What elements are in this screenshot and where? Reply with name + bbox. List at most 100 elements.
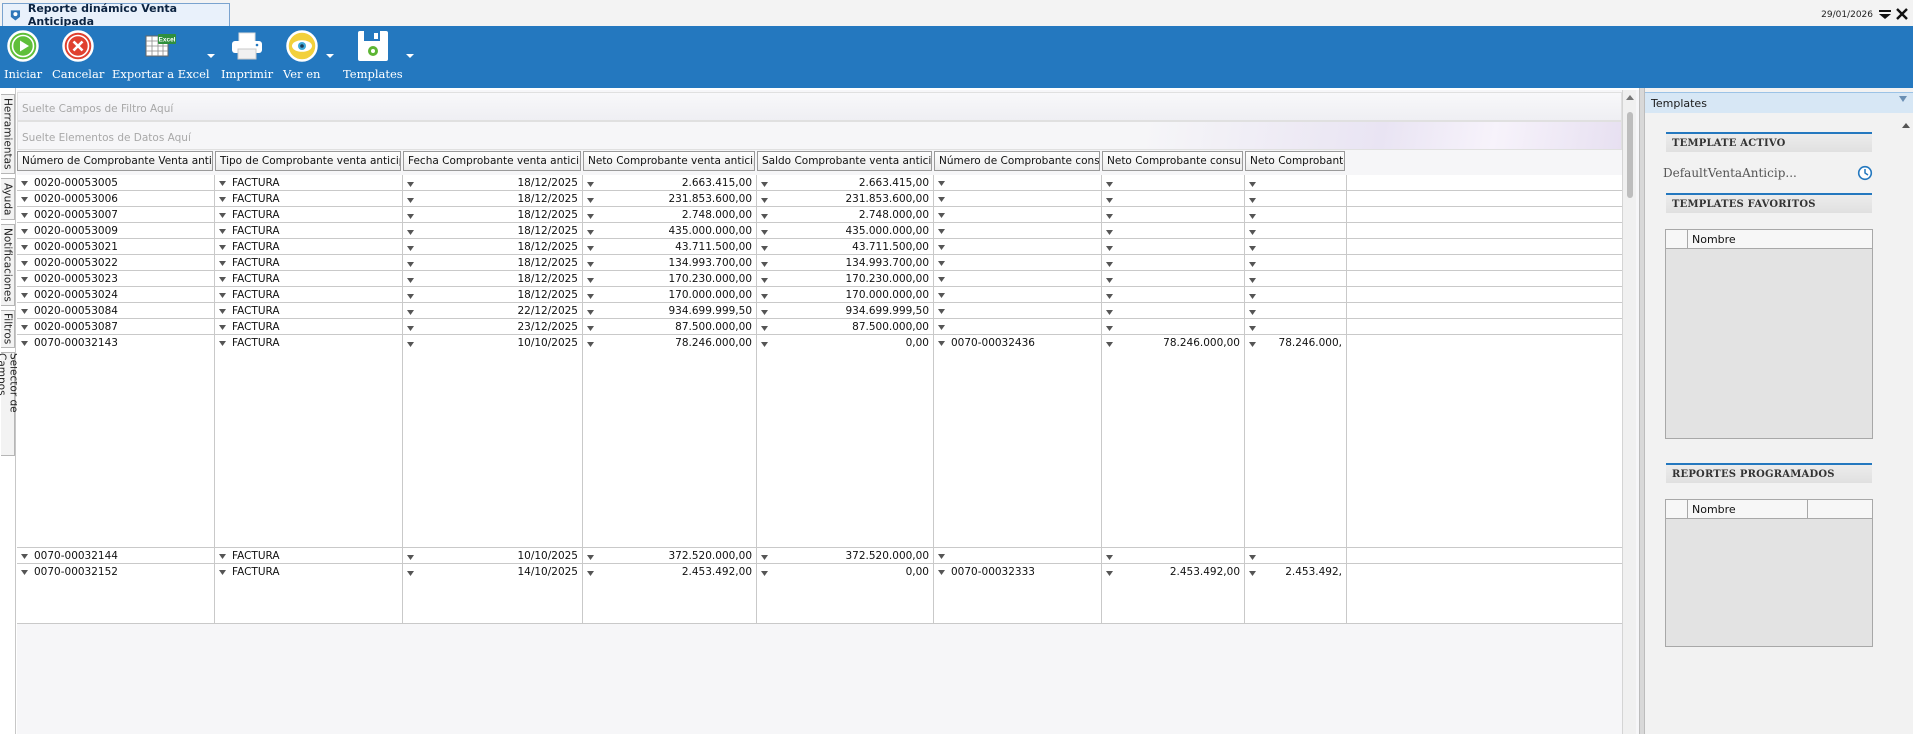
expand-dropdown-icon[interactable] — [938, 212, 945, 218]
templates-dropdown-icon[interactable] — [406, 52, 414, 60]
header-col-numero-consumo[interactable]: Número de Comprobante consumo — [934, 151, 1100, 171]
cell-col-numero-venta[interactable]: 0020-00053009 — [17, 223, 215, 239]
cell-col-neto-r[interactable] — [1245, 175, 1347, 191]
cell-col-tipo[interactable]: FACTURA — [215, 319, 403, 335]
expand-dropdown-icon[interactable] — [1249, 246, 1256, 251]
expand-dropdown-icon[interactable] — [21, 308, 28, 314]
cell-col-saldo[interactable]: 2.663.415,00 — [757, 175, 934, 191]
cell-col-numero-venta[interactable]: 0020-00053024 — [17, 287, 215, 303]
cell-col-neto-r[interactable] — [1245, 287, 1347, 303]
data-drop-zone[interactable]: Suelte Elementos de Datos Aquí — [17, 121, 1622, 150]
expand-dropdown-icon[interactable] — [407, 571, 414, 576]
expand-dropdown-icon[interactable] — [938, 196, 945, 202]
expand-dropdown-icon[interactable] — [587, 294, 594, 299]
close-icon[interactable] — [1895, 7, 1909, 21]
cell-col-neto[interactable]: 2.748.000,00 — [583, 207, 757, 223]
cell-col-saldo[interactable]: 372.520.000,00 — [757, 548, 934, 564]
cell-col-neto[interactable]: 78.246.000,00 — [583, 335, 757, 548]
table-row[interactable]: 0070-00032144 FACTURA 10/10/2025 372.520.00… — [17, 548, 1622, 564]
expand-dropdown-icon[interactable] — [21, 292, 28, 298]
panel-scroll-up-icon[interactable] — [1902, 122, 1910, 128]
cell-col-numero-venta[interactable]: 0070-00032152 — [17, 564, 215, 624]
expand-dropdown-icon[interactable] — [1249, 278, 1256, 283]
expand-dropdown-icon[interactable] — [761, 198, 768, 203]
expand-dropdown-icon[interactable] — [1106, 310, 1113, 315]
expand-dropdown-icon[interactable] — [21, 553, 28, 559]
cell-col-neto[interactable]: 43.711.500,00 — [583, 239, 757, 255]
cell-col-fecha[interactable]: 10/10/2025 — [403, 548, 583, 564]
cell-col-saldo[interactable]: 231.853.600,00 — [757, 191, 934, 207]
cell-col-neto-r[interactable] — [1245, 207, 1347, 223]
side-tab-notificaciones[interactable]: Notificaciones — [1, 224, 15, 306]
expand-dropdown-icon[interactable] — [761, 262, 768, 267]
expand-dropdown-icon[interactable] — [587, 555, 594, 560]
expand-dropdown-icon[interactable] — [407, 246, 414, 251]
cell-col-numero-consumo[interactable] — [934, 191, 1102, 207]
cell-col-numero-consumo[interactable] — [934, 287, 1102, 303]
cell-col-numero-venta[interactable]: 0070-00032144 — [17, 548, 215, 564]
window-menu-icon[interactable] — [1879, 9, 1891, 19]
expand-dropdown-icon[interactable] — [1106, 198, 1113, 203]
expand-dropdown-icon[interactable] — [219, 260, 226, 266]
expand-dropdown-icon[interactable] — [219, 180, 226, 186]
expand-dropdown-icon[interactable] — [938, 308, 945, 314]
expand-dropdown-icon[interactable] — [1249, 230, 1256, 235]
expand-dropdown-icon[interactable] — [1106, 294, 1113, 299]
cell-col-numero-venta[interactable]: 0020-00053006 — [17, 191, 215, 207]
templates-button[interactable]: Templates — [343, 28, 403, 81]
expand-dropdown-icon[interactable] — [938, 244, 945, 250]
table-row[interactable]: 0020-00053021 FACTURA 18/12/2025 43.711.500… — [17, 239, 1622, 255]
iniciar-button[interactable]: Iniciar — [4, 28, 42, 81]
cell-col-saldo[interactable]: 170.000.000,00 — [757, 287, 934, 303]
expand-dropdown-icon[interactable] — [938, 276, 945, 282]
cell-col-numero-consumo[interactable] — [934, 255, 1102, 271]
cell-col-neto-r[interactable] — [1245, 223, 1347, 239]
expand-dropdown-icon[interactable] — [938, 569, 945, 575]
cell-col-numero-consumo[interactable] — [934, 319, 1102, 335]
expand-dropdown-icon[interactable] — [407, 342, 414, 347]
expand-dropdown-icon[interactable] — [219, 308, 226, 314]
expand-dropdown-icon[interactable] — [407, 198, 414, 203]
cancelar-button[interactable]: Cancelar — [52, 28, 104, 81]
exportar-dropdown-icon[interactable] — [207, 52, 215, 60]
expand-dropdown-icon[interactable] — [1106, 182, 1113, 187]
panel-splitter[interactable] — [1639, 88, 1644, 734]
expand-dropdown-icon[interactable] — [21, 244, 28, 250]
expand-dropdown-icon[interactable] — [938, 260, 945, 266]
expand-dropdown-icon[interactable] — [407, 230, 414, 235]
table-row[interactable]: 0020-00053084 FACTURA 22/12/2025 934.699.99… — [17, 303, 1622, 319]
table-row[interactable]: 0020-00053087 FACTURA 23/12/2025 87.500.000… — [17, 319, 1622, 335]
cell-col-neto-r[interactable] — [1245, 319, 1347, 335]
cell-col-saldo[interactable]: 170.230.000,00 — [757, 271, 934, 287]
table-row[interactable]: 0020-00053023 FACTURA 18/12/2025 170.230.00… — [17, 271, 1622, 287]
expand-dropdown-icon[interactable] — [219, 212, 226, 218]
cell-col-neto-r[interactable] — [1245, 255, 1347, 271]
cell-col-fecha[interactable]: 18/12/2025 — [403, 255, 583, 271]
expand-dropdown-icon[interactable] — [21, 324, 28, 330]
cell-col-numero-consumo[interactable] — [934, 303, 1102, 319]
table-row[interactable]: 0020-00053022 FACTURA 18/12/2025 134.993.70… — [17, 255, 1622, 271]
expand-dropdown-icon[interactable] — [21, 569, 28, 575]
expand-dropdown-icon[interactable] — [761, 571, 768, 576]
cell-col-neto[interactable]: 2.453.492,00 — [583, 564, 757, 624]
header-col-neto-r[interactable]: Neto Comprobante r — [1245, 151, 1345, 171]
cell-col-neto-r[interactable] — [1245, 191, 1347, 207]
cell-col-saldo[interactable]: 87.500.000,00 — [757, 319, 934, 335]
cell-col-neto[interactable]: 87.500.000,00 — [583, 319, 757, 335]
expand-dropdown-icon[interactable] — [21, 196, 28, 202]
cell-col-neto-consumo[interactable] — [1102, 191, 1245, 207]
expand-dropdown-icon[interactable] — [1106, 246, 1113, 251]
table-row[interactable]: 0020-00053005 FACTURA 18/12/2025 2.663.415,… — [17, 175, 1622, 191]
cell-col-tipo[interactable]: FACTURA — [215, 191, 403, 207]
expand-dropdown-icon[interactable] — [587, 278, 594, 283]
cell-col-numero-consumo[interactable]: 0070-00032333 — [934, 564, 1102, 624]
cell-col-fecha[interactable]: 14/10/2025 — [403, 564, 583, 624]
cell-col-tipo[interactable]: FACTURA — [215, 303, 403, 319]
expand-dropdown-icon[interactable] — [1106, 230, 1113, 235]
scroll-thumb[interactable] — [1627, 112, 1633, 198]
expand-dropdown-icon[interactable] — [761, 342, 768, 347]
expand-dropdown-icon[interactable] — [938, 340, 945, 346]
expand-dropdown-icon[interactable] — [587, 230, 594, 235]
expand-dropdown-icon[interactable] — [407, 182, 414, 187]
cell-col-neto[interactable]: 170.000.000,00 — [583, 287, 757, 303]
